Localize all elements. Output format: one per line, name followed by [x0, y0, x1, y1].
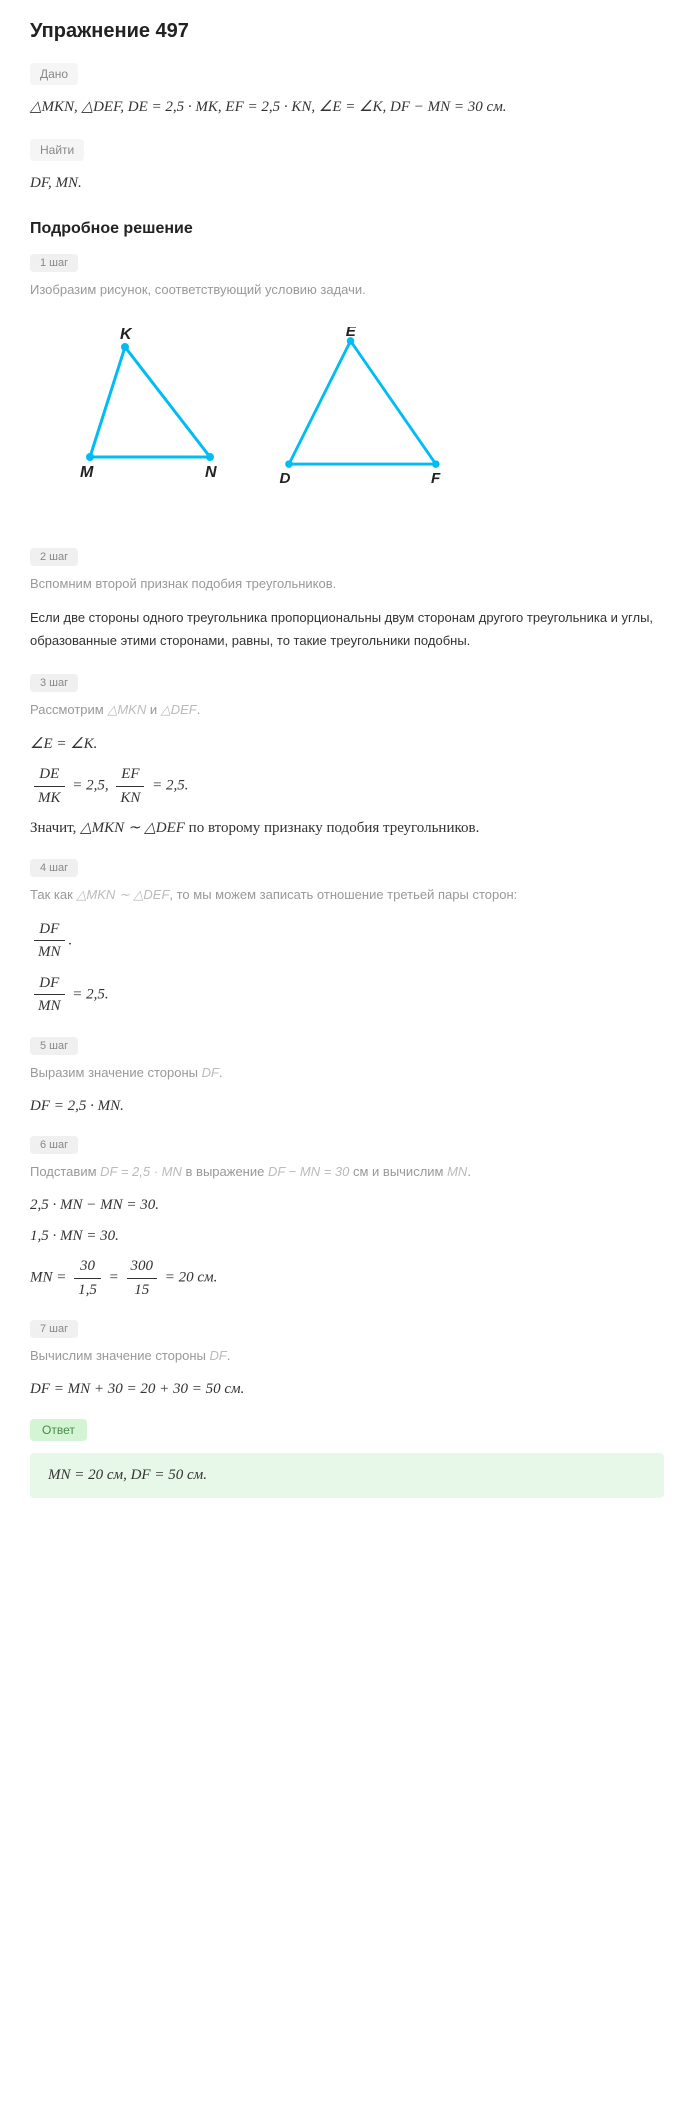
step-badge: 3 шаг	[30, 674, 78, 692]
step-4: 4 шаг Так как △MKN ∼ △DEF, то мы можем з…	[30, 858, 664, 1018]
step-desc: Выразим значение стороны DF.	[30, 1065, 664, 1080]
step-1: 1 шаг Изобразим рисунок, соответствующий…	[30, 253, 664, 297]
math-line: ∠E = ∠K.	[30, 733, 664, 756]
math-line: 1,5 · MN = 30.	[30, 1225, 664, 1248]
solution-header: Подробное решение	[30, 220, 664, 238]
step-3: 3 шаг Рассмотрим △MKN и △DEF. ∠E = ∠K. D…	[30, 673, 664, 840]
step-badge: 1 шаг	[30, 254, 78, 272]
vertex-dot	[121, 343, 129, 351]
vertex-label-d: D	[279, 470, 290, 487]
step-desc: Вычислим значение стороны DF.	[30, 1348, 664, 1363]
math-line: 2,5 · MN − MN = 30.	[30, 1194, 664, 1217]
vertex-dot	[206, 453, 214, 461]
exercise-title: Упражнение 497	[30, 20, 664, 43]
vertex-dot	[86, 453, 94, 461]
step-2: 2 шаг Вспомним второй признак подобия тр…	[30, 547, 664, 653]
step-desc: Рассмотрим △MKN и △DEF.	[30, 702, 664, 718]
step-badge: 2 шаг	[30, 548, 78, 566]
vertex-dot	[432, 460, 440, 468]
answer-box: MN = 20 см, DF = 50 см.	[30, 1453, 664, 1498]
step-desc: Изобразим рисунок, соответствующий услов…	[30, 282, 664, 297]
find-content: DF, MN.	[30, 171, 664, 195]
diagram-container: M K N D E F	[30, 317, 664, 507]
given-content: △MKN, △DEF, DE = 2,5 · MK, EF = 2,5 · KN…	[30, 95, 664, 119]
math-fraction-line: DEMK = 2,5, EFKN = 2,5.	[30, 763, 664, 809]
math-fraction-eq: DFMN = 2,5.	[30, 972, 664, 1018]
step-badge: 7 шаг	[30, 1320, 78, 1338]
step-5: 5 шаг Выразим значение стороны DF. DF = …	[30, 1036, 664, 1118]
step-badge: 6 шаг	[30, 1136, 78, 1154]
triangle-mkn: M K N	[50, 327, 230, 497]
step-badge: 4 шаг	[30, 859, 78, 877]
vertex-dot	[285, 460, 293, 468]
step-6: 6 шаг Подставим DF = 2,5 · MN в выражени…	[30, 1135, 664, 1301]
step-desc: Вспомним второй признак подобия треуголь…	[30, 576, 664, 591]
step-desc: Так как △MKN ∼ △DEF, то мы можем записат…	[30, 887, 664, 903]
step-7: 7 шаг Вычислим значение стороны DF. DF =…	[30, 1319, 664, 1401]
triangle-shape	[289, 341, 436, 464]
math-line: DF = 2,5 · MN.	[30, 1095, 664, 1118]
theorem-text: Если две стороны одного треугольника про…	[30, 606, 664, 653]
math-fraction-only: DFMN.	[30, 918, 664, 964]
math-fraction-chain: MN = 301,5 = 30015 = 20 см.	[30, 1255, 664, 1301]
math-conclusion: Значит, △MKN ∼ △DEF по второму признаку …	[30, 817, 664, 840]
find-label: Найти	[30, 139, 84, 161]
vertex-label-k: K	[120, 327, 133, 343]
vertex-label-e: E	[346, 327, 357, 340]
step-desc: Подставим DF = 2,5 · MN в выражение DF −…	[30, 1164, 664, 1179]
vertex-label-f: F	[431, 470, 441, 487]
answer-label: Ответ	[30, 1419, 87, 1441]
step-badge: 5 шаг	[30, 1037, 78, 1055]
triangle-shape	[90, 347, 210, 457]
vertex-label-m: M	[80, 464, 94, 481]
given-label: Дано	[30, 63, 78, 85]
vertex-label-n: N	[205, 464, 217, 481]
math-line: DF = MN + 30 = 20 + 30 = 50 см.	[30, 1378, 664, 1401]
triangle-def: D E F	[270, 327, 450, 497]
